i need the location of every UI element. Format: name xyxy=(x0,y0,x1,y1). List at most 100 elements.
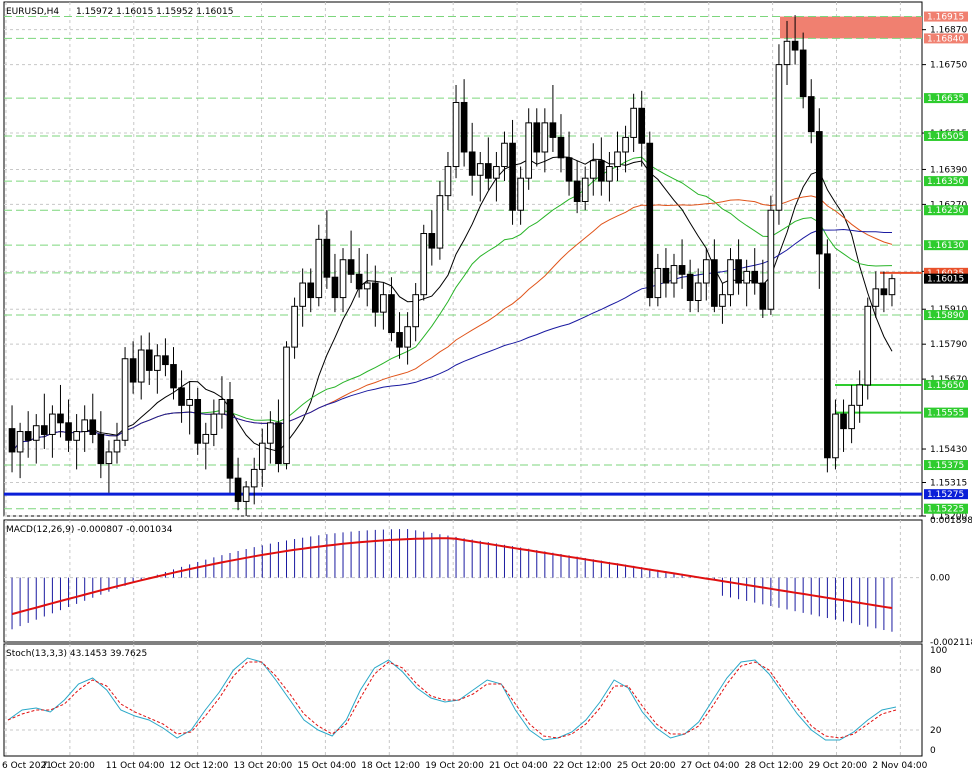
panel-frame-2 xyxy=(3,519,923,643)
candle-body xyxy=(299,282,306,307)
candle-body xyxy=(509,142,516,211)
candle-body xyxy=(815,131,823,255)
price-level-tag-label: 1.16505 xyxy=(927,132,964,142)
candle-body xyxy=(32,425,40,441)
price-level-tag-label: 1.16015 xyxy=(927,275,964,285)
candle-body xyxy=(162,355,169,366)
candle-body xyxy=(234,477,242,502)
x-axis-tick-label: 18 Oct 12:00 xyxy=(361,761,420,771)
candle-body xyxy=(129,358,137,383)
y-axis-tick-label: 1.16750 xyxy=(930,61,967,71)
candle-body xyxy=(315,238,323,299)
candle-body xyxy=(598,160,605,182)
y-axis-tick-label: 1.15315 xyxy=(930,479,967,489)
x-axis-tick-label: 11 Oct 04:00 xyxy=(106,761,165,771)
candle-body xyxy=(622,136,629,153)
candle-body xyxy=(65,422,72,441)
candle-body xyxy=(49,413,56,435)
price-level-tag xyxy=(924,205,968,216)
macd-axis-tick-label: -0.002118 xyxy=(930,638,972,648)
candle-body xyxy=(24,431,32,441)
candle-body xyxy=(565,157,573,182)
candle-body xyxy=(646,142,654,299)
candle-body xyxy=(444,166,452,197)
candle-body xyxy=(686,273,694,301)
candle-body xyxy=(412,294,419,328)
candle-body xyxy=(113,439,121,453)
candle-body xyxy=(525,122,533,179)
candle-body xyxy=(581,177,589,202)
candle-body xyxy=(97,433,105,465)
candle-body xyxy=(89,419,97,435)
price-level-tag-label: 1.15890 xyxy=(927,311,964,321)
candle-body xyxy=(557,136,565,159)
panel-frame-1 xyxy=(3,1,923,517)
candle-body xyxy=(662,267,670,284)
price-level-tag xyxy=(924,267,968,278)
candle-body xyxy=(573,180,581,202)
price-level-tag xyxy=(924,503,968,514)
candle-body xyxy=(476,163,484,176)
candle-body xyxy=(678,265,686,275)
candle-body xyxy=(888,278,896,296)
candle-body xyxy=(549,122,557,138)
price-level-tag-label: 1.16250 xyxy=(927,206,964,216)
candle-body xyxy=(501,142,508,168)
x-axis-tick-label: 25 Oct 20:00 xyxy=(617,761,676,771)
x-axis-tick-label: 29 Oct 20:00 xyxy=(808,761,867,771)
stoch-axis-tick-label: 100 xyxy=(930,646,947,656)
candle-body xyxy=(719,294,726,307)
candle-body xyxy=(606,166,613,182)
candle-body xyxy=(57,413,64,424)
candle-body xyxy=(267,422,274,444)
price-level-tag xyxy=(924,176,968,187)
candle-body xyxy=(186,399,193,406)
stoch-signal-line xyxy=(7,661,897,739)
candle-body xyxy=(16,431,24,453)
price-level-tag xyxy=(924,310,968,321)
price-level-tag xyxy=(924,93,968,104)
candle-body xyxy=(250,468,258,488)
price-level-tag-label: 1.15650 xyxy=(927,381,964,391)
candle-body xyxy=(396,332,403,348)
candle-body xyxy=(460,101,468,153)
panel-frame-3 xyxy=(3,643,923,757)
candle-body xyxy=(242,486,250,502)
candle-body xyxy=(759,282,767,310)
price-level-tag-label: 1.15555 xyxy=(927,409,964,419)
candle-body xyxy=(283,346,290,465)
candle-body xyxy=(638,107,646,144)
y-axis-tick-label: 1.16870 xyxy=(930,26,967,36)
resistance-zone xyxy=(780,16,922,39)
price-level-tag-label: 1.15225 xyxy=(927,505,964,515)
price-level-tag xyxy=(924,33,968,44)
macd-title: MACD(12,26,9) -0.000807 -0.001034 xyxy=(6,525,173,535)
candle-body xyxy=(218,399,226,415)
candle-body xyxy=(541,122,549,153)
x-axis-tick-label: 22 Oct 12:00 xyxy=(553,761,612,771)
candle-body xyxy=(105,451,113,465)
candle-body xyxy=(807,96,815,133)
price-level-tag xyxy=(924,130,968,141)
candle-body xyxy=(799,49,807,98)
price-level-tag xyxy=(924,460,968,471)
price-level-tag xyxy=(924,407,968,418)
price-level-tag xyxy=(924,240,968,251)
stoch-axis-tick-label: 20 xyxy=(930,726,942,736)
candle-body xyxy=(380,294,387,313)
candle-body xyxy=(145,349,153,371)
candle-body xyxy=(226,399,234,479)
candle-body xyxy=(468,151,476,176)
candle-body xyxy=(654,267,662,299)
x-axis-tick-label: 13 Oct 20:00 xyxy=(234,761,293,771)
candle-body xyxy=(824,253,831,459)
candle-body xyxy=(840,413,847,430)
macd-signal-line xyxy=(11,537,893,616)
candle-body xyxy=(41,425,48,435)
x-axis-tick-label: 28 Oct 12:00 xyxy=(745,761,804,771)
y-axis-tick-label: 1.15430 xyxy=(930,445,967,455)
candle-body xyxy=(751,270,759,284)
candle-body xyxy=(210,413,218,435)
